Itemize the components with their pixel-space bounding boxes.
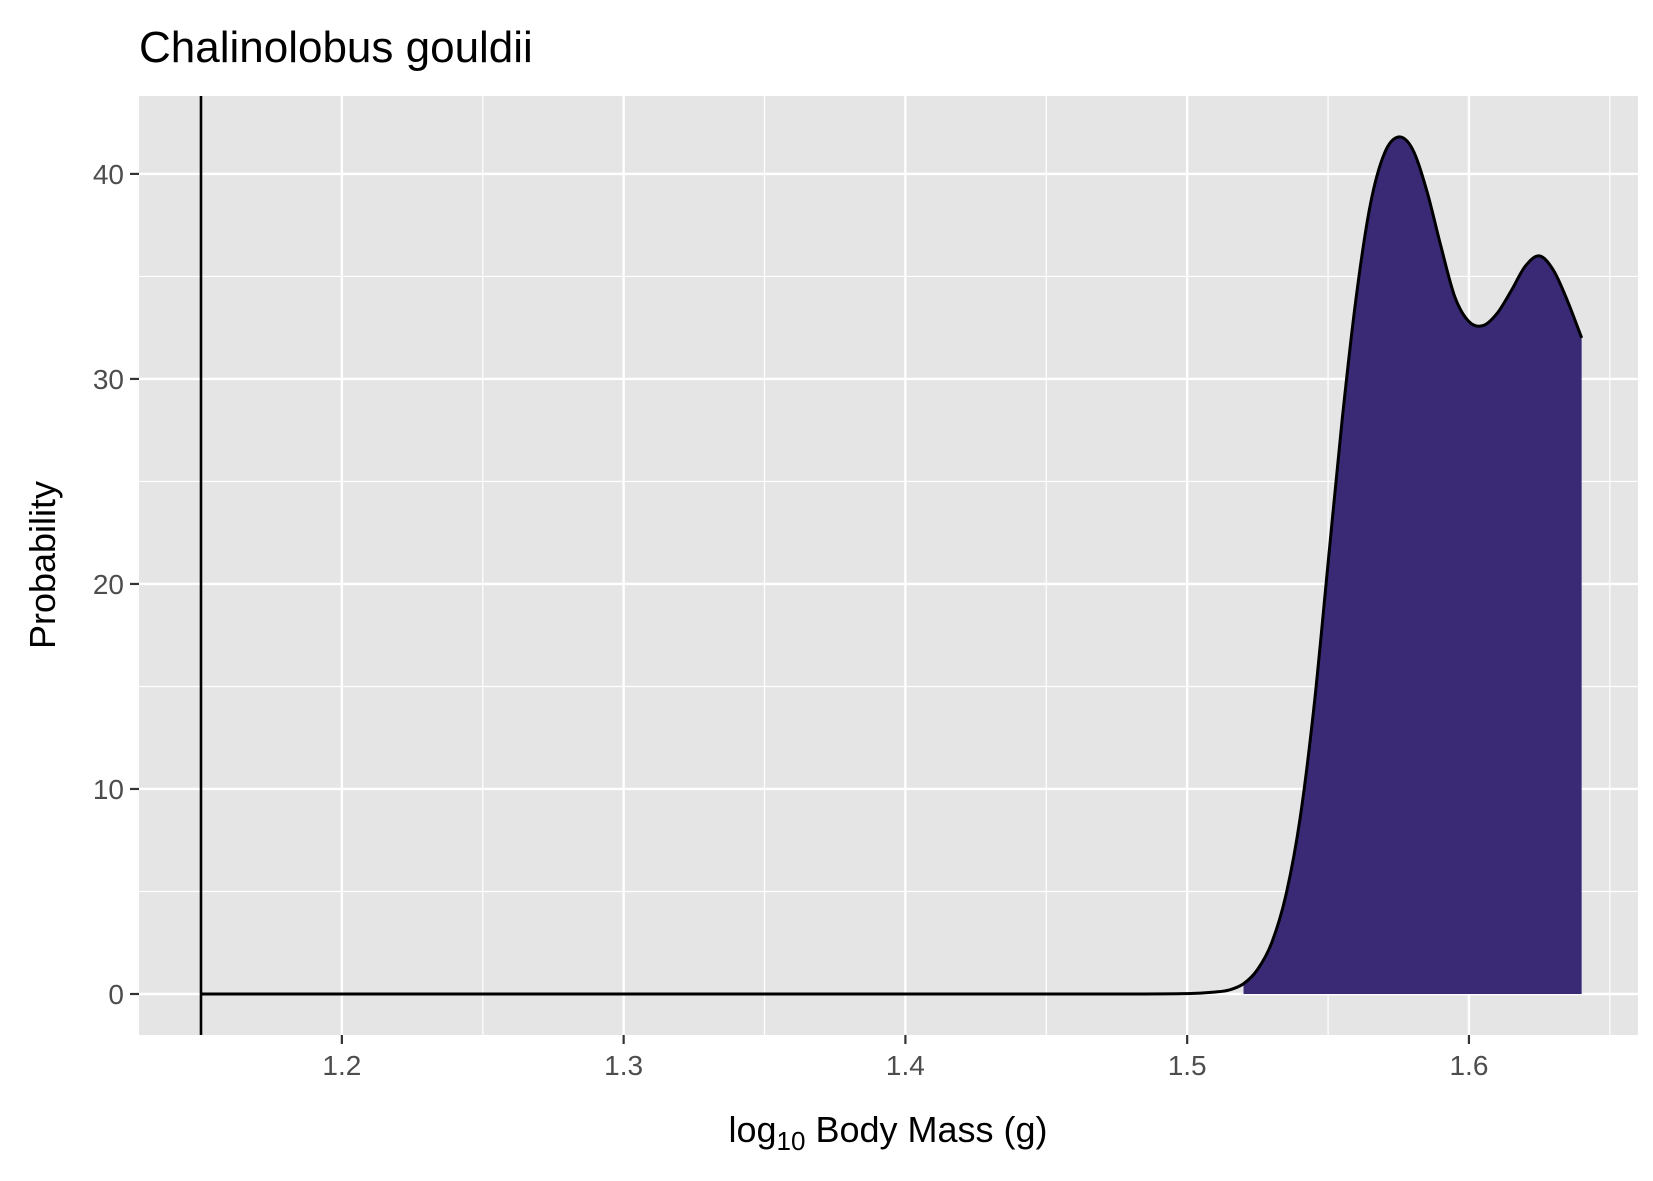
x-axis-title-text: Body Mass (g) — [815, 1109, 1047, 1150]
x-axis-title-main — [805, 1109, 815, 1150]
y-axis-title: Probability — [22, 481, 63, 649]
density-curve — [200, 135, 1584, 996]
x-tick-label: 1.3 — [604, 1050, 643, 1081]
y-axis: 0 10 20 30 40 — [93, 159, 139, 1010]
x-axis-title-subscript: 10 — [777, 1126, 806, 1156]
y-tick-label: 30 — [93, 364, 124, 395]
x-tick-label: 1.2 — [322, 1050, 361, 1081]
density-fill-area — [1243, 136, 1582, 994]
x-axis-title-prefix: log — [728, 1109, 776, 1150]
x-tick-label: 1.6 — [1449, 1050, 1488, 1081]
y-tick-label: 20 — [93, 569, 124, 600]
y-tick-label: 10 — [93, 774, 124, 805]
y-tick-label: 0 — [108, 979, 124, 1010]
x-axis: 1.2 1.3 1.4 1.5 1.6 — [322, 1035, 1488, 1081]
x-axis-title: log10 Body Mass (g) — [728, 1109, 1047, 1156]
x-tick-label: 1.4 — [886, 1050, 925, 1081]
chart-title: Chalinolobus gouldii — [139, 23, 533, 72]
x-tick-label: 1.5 — [1168, 1050, 1207, 1081]
y-tick-label: 40 — [93, 159, 124, 190]
